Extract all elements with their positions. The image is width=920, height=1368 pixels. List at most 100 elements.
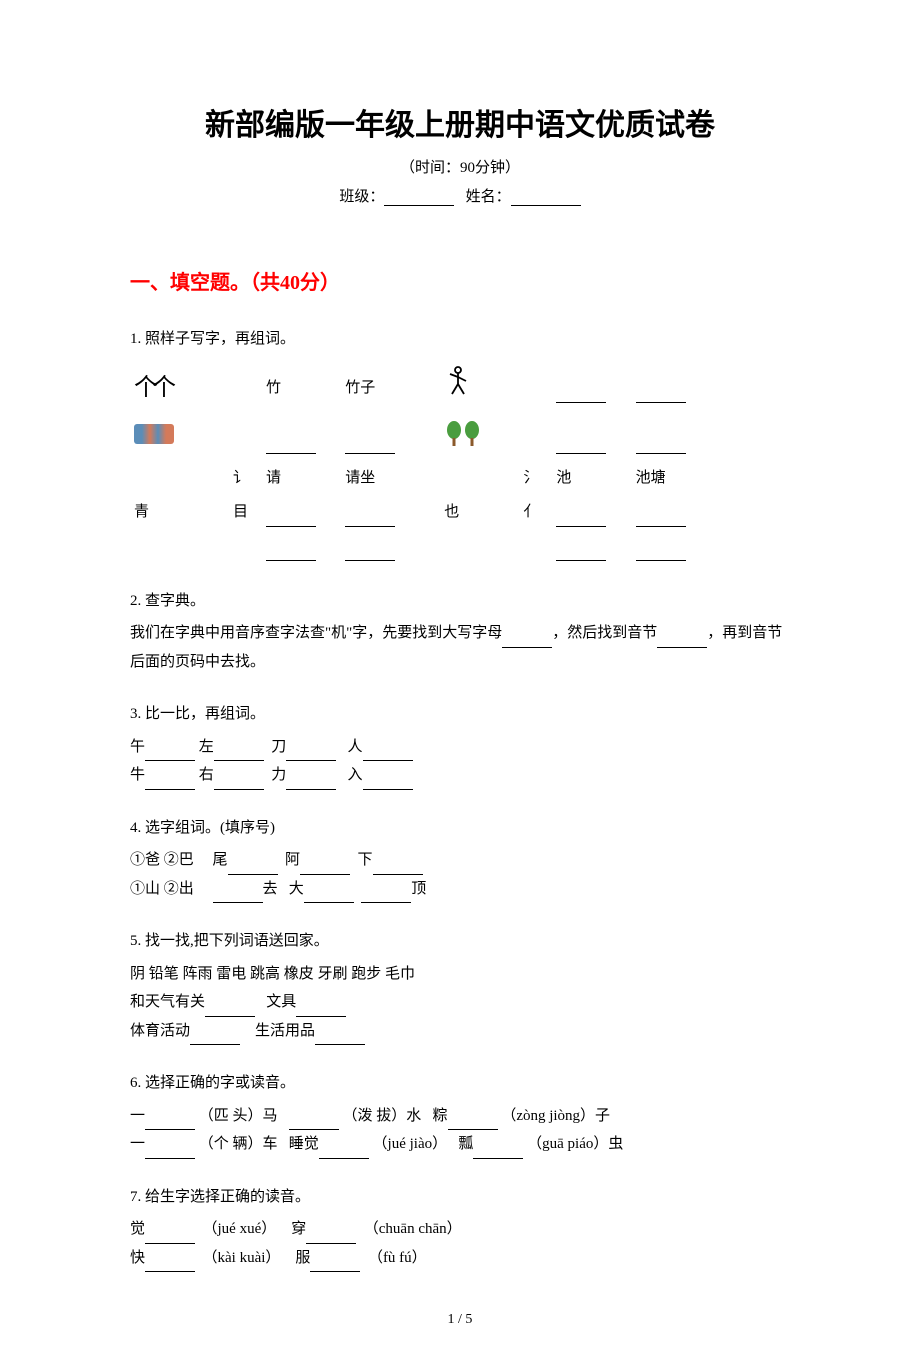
q5-cat: 和天气有关 <box>130 994 205 1010</box>
q1-blank[interactable] <box>636 543 686 561</box>
q3-line1: 午 左 刀 人 <box>130 733 790 762</box>
q6-blank[interactable] <box>145 1112 195 1130</box>
q6-blank[interactable] <box>289 1112 339 1130</box>
q1-table: 个个 竹 竹子 <box>130 358 790 563</box>
q1-blank[interactable] <box>556 509 606 527</box>
q1-row-1: 个个 竹 竹子 <box>130 358 790 418</box>
q6-blank[interactable] <box>473 1141 523 1159</box>
q6-blank[interactable] <box>145 1141 195 1159</box>
class-blank[interactable] <box>384 188 454 206</box>
q2-body: 我们在字典中用音序查字法查"机"字，先要找到大写字母，然后找到音节，再到音节后面… <box>130 619 790 676</box>
q6-blank[interactable] <box>319 1141 369 1159</box>
q3-blank[interactable] <box>363 772 413 790</box>
q3-label: 3. 比一比，再组词。 <box>130 700 790 729</box>
q4-char: 尾 <box>213 852 228 868</box>
name-label: 姓名： <box>466 189 511 205</box>
q7-blank[interactable] <box>310 1254 360 1272</box>
person-icon <box>444 360 472 416</box>
q1-r4-c1: 目 <box>229 495 262 529</box>
q2-blank-2[interactable] <box>657 630 707 648</box>
q6-char: 睡觉 <box>289 1136 319 1152</box>
q6-char: 粽 <box>433 1108 448 1124</box>
q7-blank[interactable] <box>306 1226 356 1244</box>
q6-char: 瓢 <box>458 1136 473 1152</box>
q5-blank[interactable] <box>190 1027 240 1045</box>
q4-line2: ①山 ②出 去 大 顶 <box>130 875 790 904</box>
q2-text2: ，然后找到音节 <box>552 625 657 641</box>
q4-blank[interactable] <box>213 885 263 903</box>
q1-r3-c6: 池塘 <box>632 461 790 495</box>
q4-blank[interactable] <box>300 857 350 875</box>
q1-blank[interactable] <box>636 385 686 403</box>
q1-label: 1. 照样子写字，再组词。 <box>130 325 790 354</box>
q4-label: 4. 选字组词。(填序号) <box>130 814 790 843</box>
q1-blank[interactable] <box>345 543 395 561</box>
q7-char: 觉 <box>130 1221 145 1237</box>
q3-blank[interactable] <box>145 772 195 790</box>
q1-r3-radical1: 讠 <box>229 461 262 495</box>
q1-r1-c2: 竹 <box>262 358 341 418</box>
q1-row-3: 讠 请 请坐 氵 池 池塘 <box>130 461 790 495</box>
q3-blank[interactable] <box>286 743 336 761</box>
q5-words: 阴 铅笔 阵雨 雷电 跳高 橡皮 牙刷 跑步 毛巾 <box>130 960 790 989</box>
q1-r3-c2: 请 <box>262 461 341 495</box>
q1-blank[interactable] <box>266 509 316 527</box>
name-blank[interactable] <box>511 188 581 206</box>
q6-opt: （个 辆）车 <box>199 1136 278 1152</box>
bamboo-icon: 个个 <box>134 375 170 401</box>
q4-char: 顶 <box>411 881 426 897</box>
document-title: 新部编版一年级上册期中语文优质试卷 <box>130 100 790 144</box>
q5-blank[interactable] <box>296 999 346 1017</box>
q3-char: 力 <box>271 767 286 783</box>
q5-line1: 和天气有关 文具 <box>130 988 790 1017</box>
q1-blank[interactable] <box>266 543 316 561</box>
q1-blank[interactable] <box>556 436 606 454</box>
q4-line1: ①爸 ②巴 尾 阿 下 <box>130 846 790 875</box>
q6-blank[interactable] <box>448 1112 498 1130</box>
q6-opt: （zòng jiòng）子 <box>501 1108 610 1124</box>
q4-blank[interactable] <box>304 885 354 903</box>
trees-icon <box>444 420 484 459</box>
q5-blank[interactable] <box>205 999 255 1017</box>
q6-char: 一 <box>130 1136 145 1152</box>
q7-blank[interactable] <box>145 1226 195 1244</box>
q7-char: 服 <box>295 1250 310 1266</box>
q1-blank[interactable] <box>556 385 606 403</box>
q6-line2: 一 （个 辆）车 睡觉 （jué jiào） 瓢 （guā piáo）虫 <box>130 1130 790 1159</box>
q1-r3-c3: 请坐 <box>341 461 440 495</box>
q1-blank[interactable] <box>345 436 395 454</box>
q1-blank[interactable] <box>556 543 606 561</box>
q4-blank[interactable] <box>228 857 278 875</box>
q2-label: 2. 查字典。 <box>130 587 790 616</box>
q7-blank[interactable] <box>145 1254 195 1272</box>
q4-char: 大 <box>289 881 304 897</box>
q6-opt: （泼 拔）水 <box>343 1108 422 1124</box>
q4-char: 下 <box>358 852 373 868</box>
question-3: 3. 比一比，再组词。 午 左 刀 人 牛 右 力 入 <box>130 700 790 790</box>
q1-blank[interactable] <box>636 509 686 527</box>
question-4: 4. 选字组词。(填序号) ①爸 ②巴 尾 阿 下 ①山 ②出 去 大 顶 <box>130 814 790 904</box>
q5-cat: 体育活动 <box>130 1023 190 1039</box>
q3-char: 入 <box>348 767 363 783</box>
q3-blank[interactable] <box>363 743 413 761</box>
q4-blank[interactable] <box>361 885 411 903</box>
question-7: 7. 给生字选择正确的读音。 觉 （jué xué） 穿 （chuān chān… <box>130 1183 790 1273</box>
q2-blank-1[interactable] <box>502 630 552 648</box>
q4-char: 阿 <box>285 852 300 868</box>
q1-blank[interactable] <box>266 436 316 454</box>
q1-r3-c5: 池 <box>552 461 631 495</box>
section-1-title: 一、填空题。（共40分） <box>130 266 790 295</box>
q5-cat: 生活用品 <box>255 1023 315 1039</box>
q1-blank[interactable] <box>636 436 686 454</box>
q3-blank[interactable] <box>214 772 264 790</box>
q5-blank[interactable] <box>315 1027 365 1045</box>
q7-opt: （fù fú） <box>368 1250 427 1266</box>
q6-char: 一 <box>130 1108 145 1124</box>
q7-char: 快 <box>130 1250 145 1266</box>
q3-blank[interactable] <box>286 772 336 790</box>
q1-blank[interactable] <box>345 509 395 527</box>
q2-text1: 我们在字典中用音序查字法查"机"字，先要找到大写字母 <box>130 625 502 641</box>
q3-blank[interactable] <box>214 743 264 761</box>
q4-blank[interactable] <box>373 857 423 875</box>
q3-blank[interactable] <box>145 743 195 761</box>
